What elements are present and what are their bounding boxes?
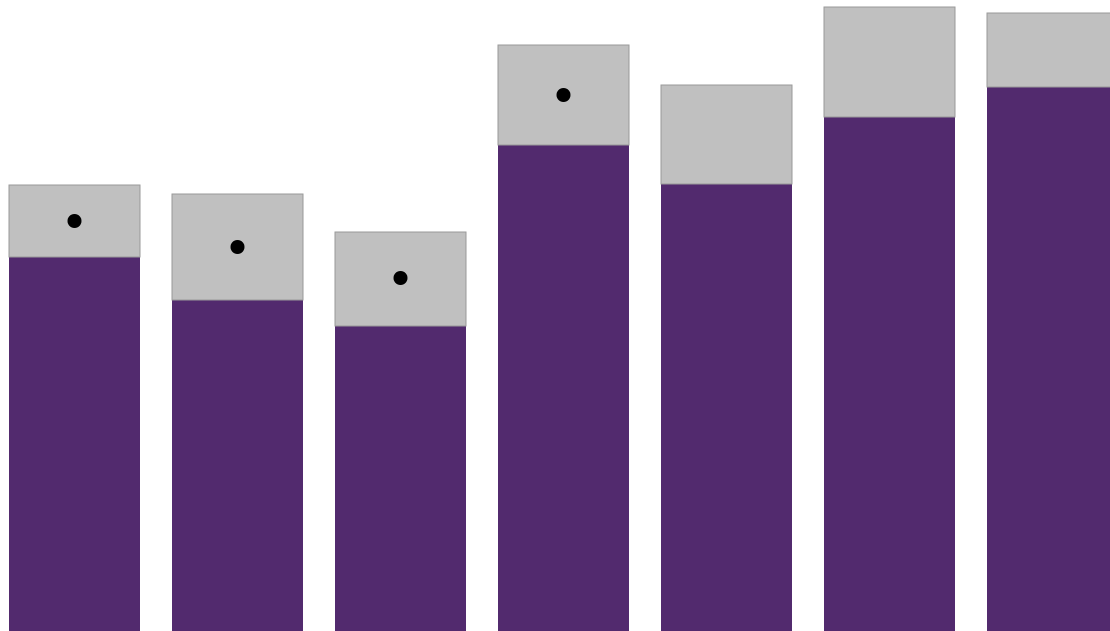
bar-segment-2-category-6 bbox=[823, 6, 956, 118]
marker-point-category-3 bbox=[393, 271, 408, 285]
bar-segment-2-category-7 bbox=[986, 12, 1110, 88]
marker-point-category-2 bbox=[230, 240, 245, 254]
bar-segment-2-category-5 bbox=[660, 84, 793, 185]
bar-segment-1-category-4 bbox=[498, 145, 629, 631]
marker-point-category-4 bbox=[556, 88, 571, 102]
bar-segment-1-category-6 bbox=[824, 117, 955, 631]
bar-segment-1-category-5 bbox=[661, 184, 792, 631]
bar-segment-1-category-2 bbox=[172, 300, 303, 631]
marker-point-category-1 bbox=[67, 214, 82, 228]
bar-segment-1-category-1 bbox=[9, 257, 140, 631]
bar-segment-1-category-3 bbox=[335, 326, 466, 631]
bar-segment-1-category-7 bbox=[987, 87, 1110, 631]
